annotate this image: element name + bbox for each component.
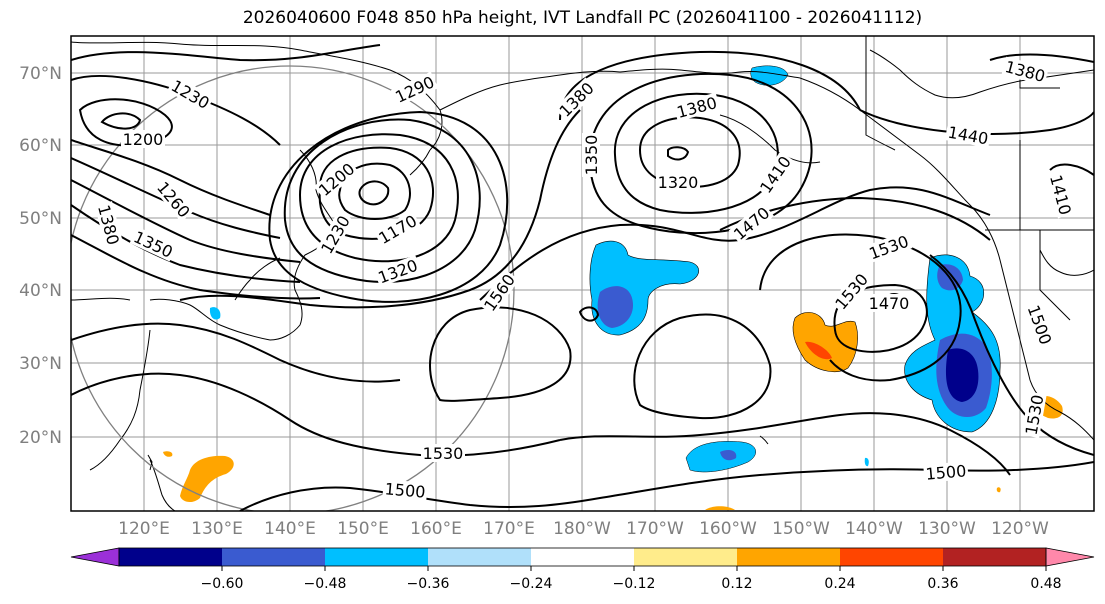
- contour-label-halo: [673, 92, 721, 122]
- contour-label-group: 1500: [923, 461, 969, 484]
- lon-label-150e: 150°E: [337, 519, 389, 539]
- lon-label-120w: 120°W: [991, 519, 1049, 539]
- contour-label-halo: [313, 158, 359, 201]
- contour-label-halo: [755, 151, 796, 198]
- range-circle: [71, 65, 515, 511]
- map-border: [70, 35, 1095, 512]
- colorbar-tick-label: 0.12: [721, 576, 752, 592]
- contour-label-halo: [864, 231, 913, 264]
- colorbar-tick-label: −0.36: [407, 576, 450, 592]
- contour-label: 1470: [869, 294, 910, 313]
- contour-label: 1200: [123, 130, 164, 149]
- contour-label-halo: [316, 210, 354, 259]
- contour-label-halo: [1001, 56, 1049, 86]
- colorbar-ticks: −0.60 −0.48 −0.36 −0.24 −0.12 0.12 0.24 0.36 0.4…: [201, 566, 1062, 592]
- contour-label-halo: [94, 201, 124, 249]
- contour-label-halo: [421, 444, 465, 462]
- boundaries: [865, 36, 1094, 321]
- contour-label-halo: [1046, 171, 1076, 219]
- contour-label-halo: [373, 255, 422, 288]
- contour-label-halo: [152, 176, 195, 222]
- colorbar-segment: [325, 548, 429, 566]
- contour-label-halo: [1023, 300, 1056, 349]
- lon-label-130w: 130°W: [918, 519, 976, 539]
- latitude-labels: 70°N 60°N 50°N 40°N 30°N 20°N: [19, 64, 62, 448]
- contour-label-halo: [373, 210, 422, 248]
- contour-label-group: 1530: [421, 444, 465, 463]
- lon-label-170w: 170°W: [626, 519, 684, 539]
- colorbar: [70, 547, 1095, 567]
- lon-label-130e: 130°E: [191, 519, 243, 539]
- colorbar-extend-low: [70, 547, 120, 567]
- colorbar-tick-label: 0.24: [824, 576, 855, 592]
- ivt-positive-shading: [163, 312, 1063, 510]
- colorbar-segment: [428, 548, 532, 566]
- colorbar-extend-high: [1045, 547, 1095, 567]
- colorbar-tick-label: −0.24: [510, 576, 553, 592]
- contour-label-halo: [1021, 391, 1047, 439]
- colorbar-tick-label: 0.36: [927, 576, 958, 592]
- colorbar-segment: [737, 548, 841, 566]
- lat-label-30n: 30°N: [19, 354, 62, 374]
- contour-label: 1530: [423, 444, 464, 463]
- colorbar-tick-label: −0.48: [304, 576, 347, 592]
- contour-label-group: 1200: [121, 130, 165, 149]
- contour-label-halo: [129, 226, 178, 262]
- contour-label-group: 1320: [656, 173, 700, 192]
- contour-label-halo: [166, 75, 215, 113]
- contour-label-group: 1350: [582, 133, 601, 177]
- contour-label: 1500: [925, 461, 967, 483]
- colorbar-segment: [634, 548, 738, 566]
- colorbar-segment: [840, 548, 944, 566]
- contour-label-halo: [656, 173, 700, 191]
- colorbar-segment: [531, 548, 635, 566]
- contour-label-halo: [382, 479, 428, 501]
- contour-label: 1320: [658, 173, 699, 192]
- lat-label-50n: 50°N: [19, 209, 62, 229]
- contour-label-halo: [121, 130, 165, 148]
- contour-label-halo: [728, 202, 774, 245]
- colorbar-tick-label: −0.12: [613, 576, 656, 592]
- colorbar-segment: [943, 548, 1047, 566]
- colorbar-tick-label: 0.48: [1030, 576, 1061, 592]
- lon-label-140e: 140°E: [264, 519, 316, 539]
- lon-label-140w: 140°W: [845, 519, 903, 539]
- contour-label: 1500: [384, 479, 426, 501]
- lon-label-150w: 150°W: [772, 519, 830, 539]
- lon-label-160w: 160°W: [699, 519, 757, 539]
- colorbar-segment: [119, 548, 223, 566]
- contour-label-halo: [944, 122, 992, 148]
- contour-label-halo: [830, 268, 873, 314]
- contour-label-halo: [867, 294, 911, 312]
- lat-label-40n: 40°N: [19, 281, 62, 301]
- lon-label-160e: 160°E: [410, 519, 462, 539]
- colorbar-segment: [222, 548, 326, 566]
- contour-label-halo: [479, 269, 520, 316]
- lat-label-60n: 60°N: [19, 136, 62, 156]
- colorbar-outline: [118, 547, 1047, 567]
- longitude-labels: 120°E 130°E 140°E 150°E 160°E 170°E 180°…: [118, 519, 1049, 539]
- contour-label-halo: [390, 71, 439, 107]
- contour-label-group: 1470: [867, 294, 911, 313]
- ivt-negative-shading: [209, 65, 1001, 473]
- contour-label-halo: [923, 461, 969, 483]
- contour-label-halo: [582, 133, 600, 177]
- map-title: 2026040600 F048 850 hPa height, IVT Land…: [242, 8, 923, 28]
- contour-label-group: 1500: [382, 479, 428, 502]
- colorbar-tick-label: −0.60: [201, 576, 244, 592]
- lon-label-170e: 170°E: [483, 519, 535, 539]
- lon-label-180w: 180°W: [553, 519, 611, 539]
- contour-label: 1350: [582, 135, 601, 176]
- contour-label-halo: [554, 77, 599, 122]
- lat-label-70n: 70°N: [19, 64, 62, 84]
- map-layers: [71, 36, 1094, 511]
- lon-label-120e: 120°E: [118, 519, 170, 539]
- lat-label-20n: 20°N: [19, 428, 62, 448]
